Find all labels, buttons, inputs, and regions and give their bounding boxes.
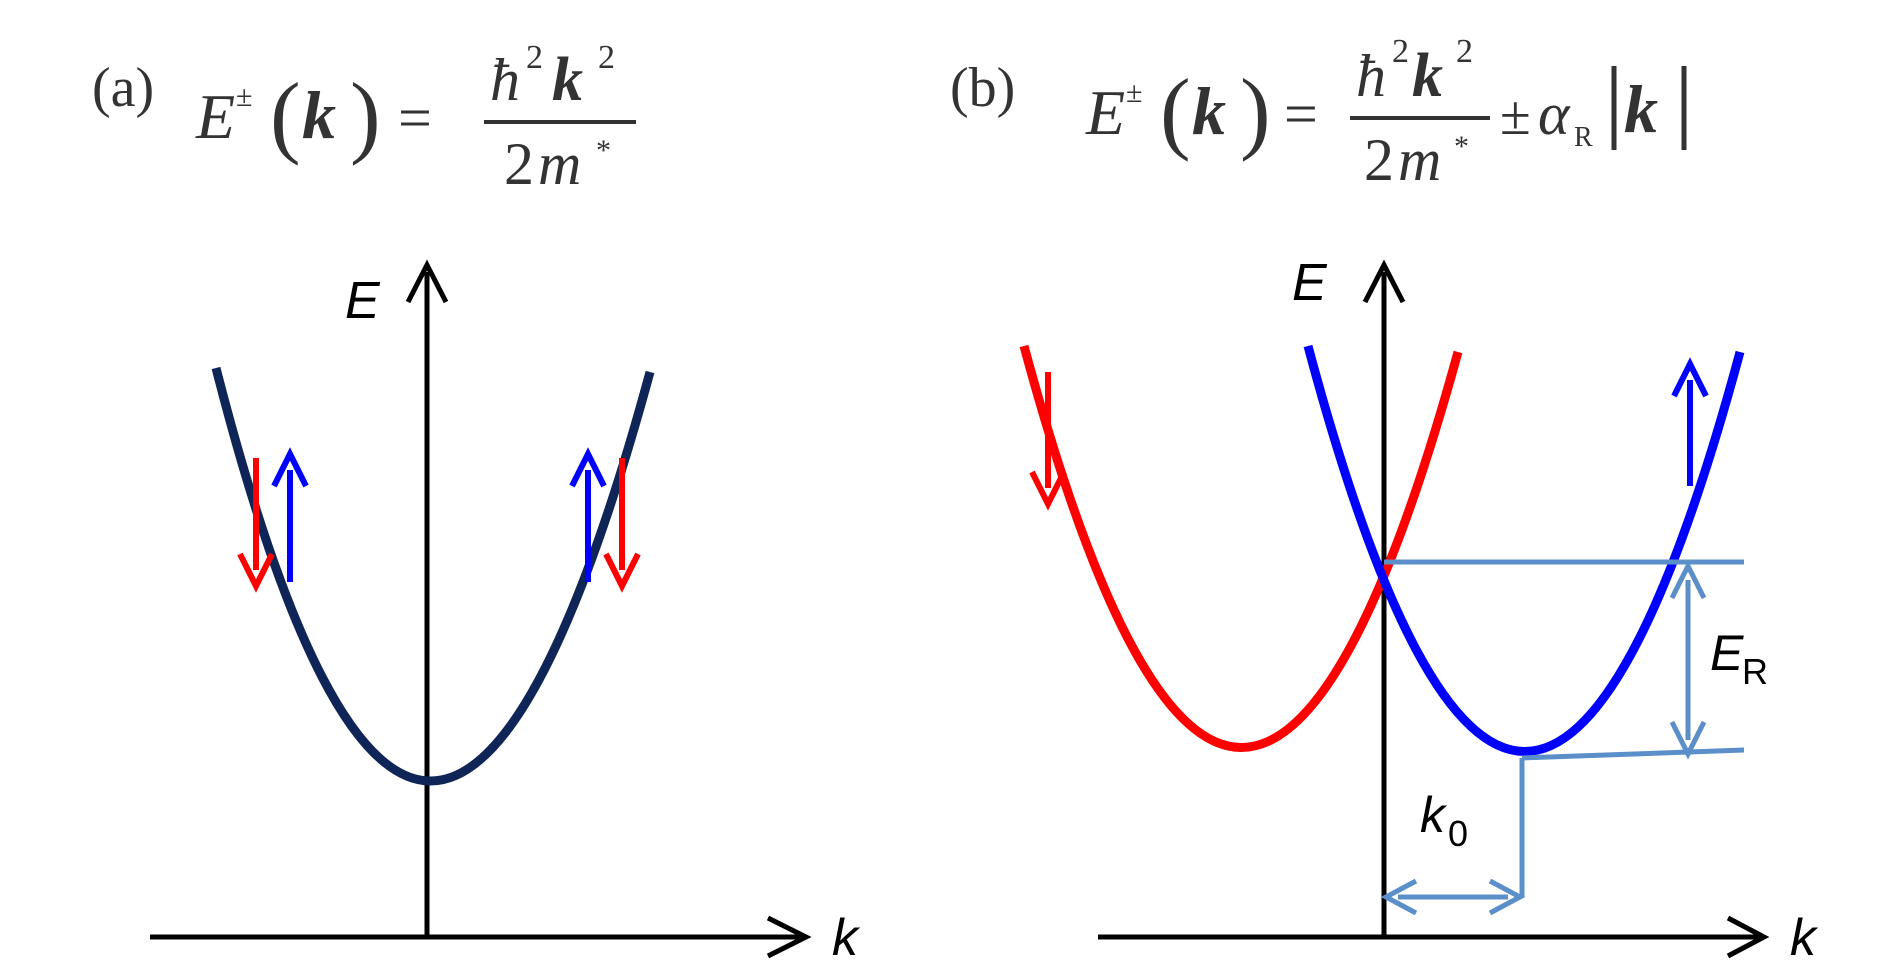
band-blue-spin-up-arrowhead [1671, 357, 1709, 398]
formula-a-lparen: ( [270, 64, 301, 166]
formula-b-sup: ± [1126, 76, 1142, 109]
rashba-annotations [1380, 559, 1745, 916]
panel-b-k-axis-arrowhead [1726, 915, 1770, 959]
spin-down-arrowhead-left [237, 552, 275, 593]
formula-b-alpha: α [1538, 81, 1571, 147]
panel-a-parabola [211, 366, 655, 786]
panel-a-k-axis-arrowhead [766, 915, 812, 959]
k0-arrowhead-right [1488, 878, 1526, 916]
formula-a-hbar: ħ [490, 47, 520, 113]
er-label-sub: R [1742, 651, 1768, 692]
minimum-level-line [1521, 747, 1745, 761]
formula-a-k: k [302, 77, 336, 153]
k0-label-sub: 0 [1448, 813, 1468, 854]
formula-b-den-2: 2 [1364, 127, 1394, 193]
formula-a-den-star: * [596, 134, 611, 167]
er-label: E [1710, 625, 1744, 681]
formula-b-den-m: m [1398, 127, 1441, 193]
formula-b-rparen: ) [1240, 60, 1271, 162]
panel-a-label: (a) [92, 57, 154, 119]
formula-b-alpha-sub: R [1574, 122, 1593, 153]
panel-a-e-axis-arrowhead [405, 259, 449, 304]
formula-b-lparen: ( [1160, 60, 1191, 162]
formula-b-equals: = [1284, 81, 1318, 147]
formula-a-den-m: m [538, 131, 581, 197]
er-arrowhead-bottom [1669, 720, 1707, 760]
panel-a: (a) E ± ( k ) = ħ 2 k 2 2 m * E k [92, 39, 861, 967]
panel-a-left-spin-arrows [237, 447, 309, 593]
k0-arrowhead-left [1380, 878, 1418, 916]
formula-a-num-k: k [552, 46, 583, 114]
formula-b-k: k [1192, 73, 1226, 149]
panel-a-right-spin-arrows [569, 447, 641, 593]
formula-b-E: E [1085, 77, 1125, 148]
formula-a-equals: = [398, 85, 432, 151]
panel-a-formula: E ± ( k ) = ħ 2 k 2 2 m * [195, 39, 636, 197]
panel-b-label: (b) [950, 57, 1015, 119]
formula-a-E: E [195, 81, 235, 152]
spin-up-arrowhead-left [271, 447, 309, 488]
formula-a-rparen: ) [350, 64, 381, 166]
formula-b-num-k: k [1412, 42, 1443, 110]
panel-b-e-axis-arrowhead [1362, 259, 1406, 304]
formula-b-exp2: 2 [1456, 33, 1473, 70]
panel-b-e-label: E [1292, 254, 1328, 312]
formula-a-exp2: 2 [598, 39, 615, 76]
band-red-spin-down-arrowhead [1029, 470, 1067, 511]
panel-b-formula: E ± ( k ) = ħ 2 k 2 2 m * ± α R k [1085, 33, 1687, 193]
er-arrowhead-top [1669, 560, 1707, 600]
formula-b-den-star: * [1454, 130, 1469, 163]
formula-b-abs-k: k [1624, 71, 1658, 147]
formula-b-exp1: 2 [1392, 33, 1409, 70]
formula-b-pm: ± [1500, 85, 1531, 147]
spin-up-arrowhead-right [569, 447, 607, 488]
band-red [1019, 344, 1463, 752]
spin-down-arrowhead-right [603, 552, 641, 593]
formula-b-hbar: ħ [1356, 43, 1386, 109]
panel-a-k-label: k [832, 909, 861, 967]
formula-a-den-2: 2 [504, 131, 534, 197]
formula-a-exp1: 2 [526, 39, 543, 76]
formula-a-sup: ± [236, 80, 252, 113]
k0-label: k [1420, 787, 1448, 843]
band-blue [1303, 344, 1745, 756]
panel-b-k-label: k [1790, 909, 1819, 967]
panel-b: (b) E ± ( k ) = ħ 2 k 2 2 m * ± α R k [950, 33, 1819, 967]
panel-a-e-label: E [345, 272, 381, 330]
